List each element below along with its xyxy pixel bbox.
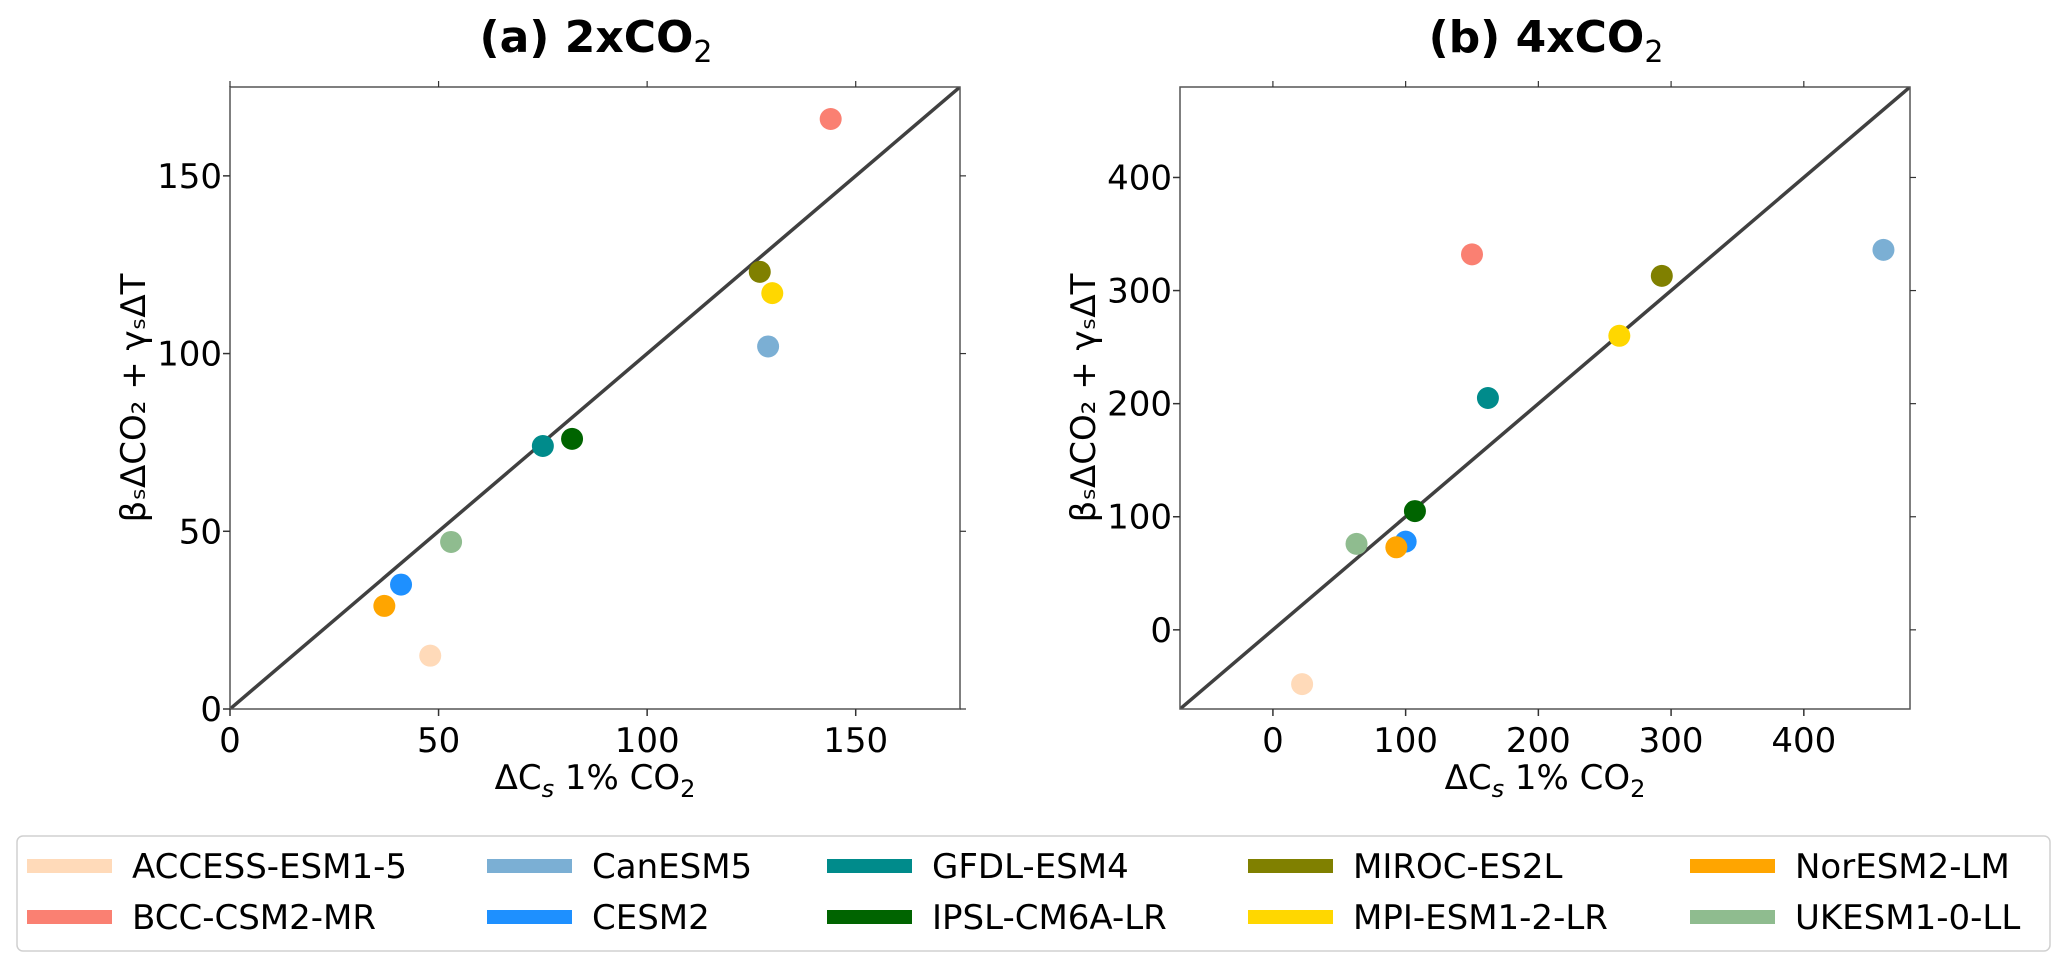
y-tick-label: 100 bbox=[1107, 498, 1172, 538]
legend-swatch bbox=[487, 910, 572, 924]
one-to-one-line bbox=[230, 87, 960, 709]
legend-label: IPSL-CM6A-LR bbox=[932, 898, 1167, 938]
y-tick-label: 300 bbox=[1107, 272, 1172, 312]
legend-label: CanESM5 bbox=[592, 847, 752, 887]
x-axis-label: ΔCs 1% CO2 bbox=[1445, 758, 1646, 803]
data-point bbox=[419, 644, 442, 667]
legend-label: GFDL-ESM4 bbox=[932, 847, 1129, 887]
y-tick-label: 50 bbox=[179, 512, 222, 552]
y-tick-label: 100 bbox=[157, 335, 222, 375]
data-point bbox=[748, 260, 771, 283]
legend-swatch bbox=[27, 859, 112, 873]
y-tick-label: 0 bbox=[200, 690, 222, 730]
data-point bbox=[1345, 532, 1368, 555]
x-axis-label: ΔCs 1% CO2 bbox=[495, 758, 696, 803]
one-to-one-line bbox=[1180, 87, 1910, 709]
legend-swatch bbox=[1690, 910, 1775, 924]
chart-title: (a) 2xCO2 bbox=[479, 12, 712, 70]
legend-label: UKESM1-0-LL bbox=[1795, 898, 2020, 938]
panel-a: (a) 2xCO2 0 50 100 150 0 50 100 150 ΔCs 1% CO2 βₛΔ… bbox=[114, 12, 966, 803]
data-point bbox=[531, 434, 554, 457]
x-tick-label: 0 bbox=[1262, 721, 1284, 761]
data-point bbox=[1476, 387, 1499, 409]
legend-label: NorESM2-LM bbox=[1795, 847, 2010, 887]
data-point bbox=[1461, 243, 1483, 266]
data-point bbox=[373, 594, 396, 617]
x-tick-label: 100 bbox=[1373, 721, 1438, 761]
legend-swatch bbox=[1248, 859, 1333, 873]
legend-label: ACCESS-ESM1-5 bbox=[132, 847, 407, 887]
x-tick-label: 200 bbox=[1506, 721, 1571, 761]
data-point bbox=[1385, 536, 1408, 559]
x-tick-label: 50 bbox=[417, 721, 460, 761]
data-point bbox=[440, 530, 463, 553]
y-tick-label: 150 bbox=[157, 157, 222, 197]
data-point bbox=[757, 335, 780, 358]
y-tick-label: 0 bbox=[1150, 611, 1172, 651]
legend-label: MPI-ESM1-2-LR bbox=[1353, 898, 1608, 938]
panel-b: (b) 4xCO2 0 100 200 300 400 0 100 200 300 400 ΔCs 1… bbox=[1064, 12, 1916, 803]
data-point bbox=[1872, 238, 1895, 261]
y-axis-label: βₛΔCO₂ + γₛΔT bbox=[1064, 273, 1104, 522]
legend-swatch bbox=[827, 910, 912, 924]
x-tick-label: 0 bbox=[219, 721, 241, 761]
data-point bbox=[561, 427, 584, 450]
legend-swatch bbox=[27, 910, 112, 924]
y-tick-label: 400 bbox=[1107, 158, 1172, 198]
legend-label: CESM2 bbox=[592, 898, 710, 938]
legend-swatch bbox=[827, 859, 912, 873]
data-point bbox=[1403, 500, 1426, 523]
legend-label: BCC-CSM2-MR bbox=[132, 898, 376, 938]
data-point bbox=[819, 107, 842, 130]
legend: ACCESS-ESM1-5 BCC-CSM2-MR CanESM5 CESM2 GFDL… bbox=[16, 835, 2051, 952]
y-axis-label: βₛΔCO₂ + γₛΔT bbox=[114, 273, 154, 522]
x-tick-label: 300 bbox=[1639, 721, 1704, 761]
data-point bbox=[761, 282, 784, 305]
plot-frame bbox=[229, 86, 961, 710]
legend-label: MIROC-ES2L bbox=[1353, 847, 1562, 887]
data-point bbox=[1291, 673, 1314, 696]
x-tick-label: 400 bbox=[1771, 721, 1836, 761]
x-tick-label: 150 bbox=[823, 721, 888, 761]
plot-frame bbox=[1179, 86, 1911, 710]
data-point bbox=[1608, 324, 1631, 347]
data-point bbox=[390, 573, 413, 596]
legend-swatch bbox=[1248, 910, 1333, 924]
data-point bbox=[1650, 264, 1673, 287]
chart-title: (b) 4xCO2 bbox=[1429, 12, 1664, 70]
legend-swatch bbox=[487, 859, 572, 873]
legend-swatch bbox=[1690, 859, 1775, 873]
x-tick-label: 100 bbox=[615, 721, 680, 761]
y-tick-label: 200 bbox=[1107, 385, 1172, 425]
